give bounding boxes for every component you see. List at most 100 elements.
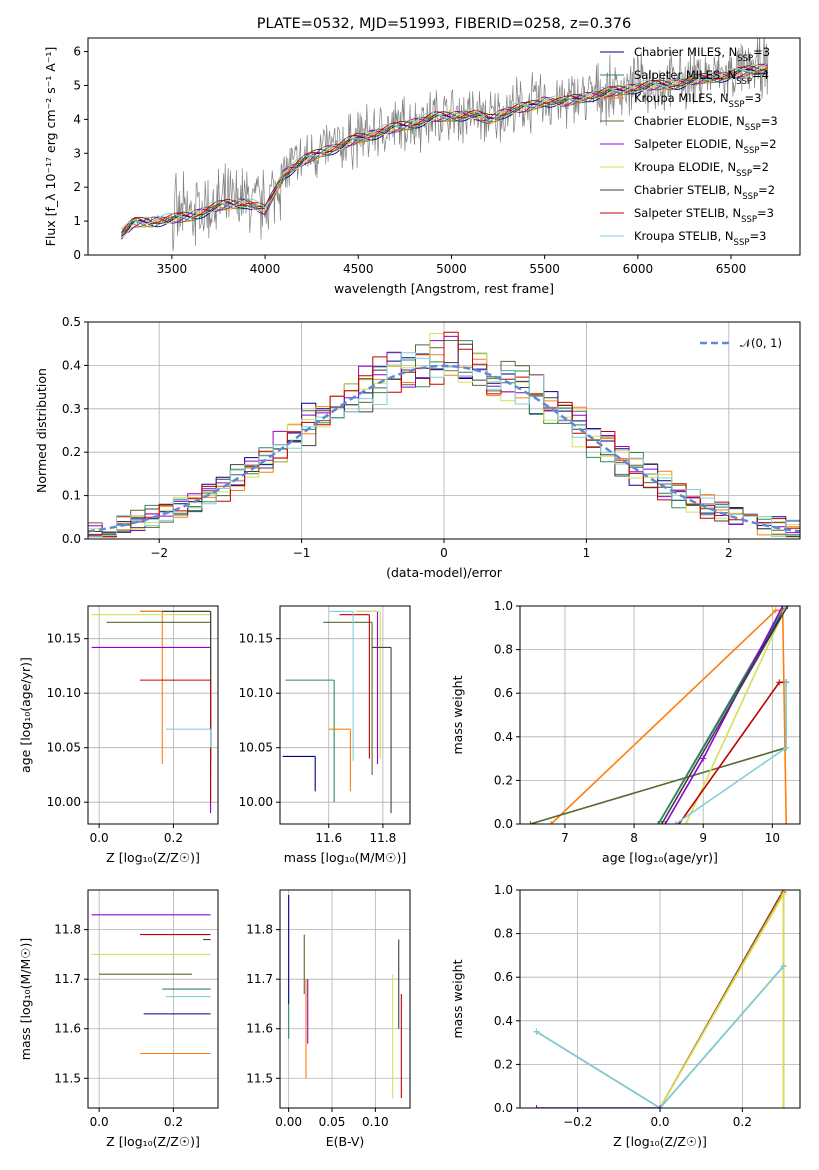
tick-label-x: 0.2 <box>164 831 183 845</box>
tick-label-y: 11.5 <box>246 1071 273 1085</box>
tick-label-x: 0.0 <box>90 831 109 845</box>
tick-label-x: 3500 <box>157 262 188 276</box>
tick-label-x: 0.2 <box>733 1115 752 1129</box>
legend-subscript: SSP <box>736 169 752 179</box>
weight-curve-5 <box>685 606 787 824</box>
axes-frame <box>279 889 411 1109</box>
tick-label-y: 11.6 <box>54 1022 81 1036</box>
tick-label-x: 7 <box>561 831 569 845</box>
tick-label-x: 4000 <box>250 262 281 276</box>
figure-title: PLATE=0532, MJD=51993, FIBERID=0258, z=0… <box>257 16 631 32</box>
tick-label-x: 8 <box>630 831 638 845</box>
panel-spectrum: 3500 4000 4500 5000 5500 6000 6500 0 1 2 3 4 5 6 wavel… <box>43 37 801 296</box>
tick-label-x: 0.05 <box>319 1115 346 1129</box>
tick-label-y: 10.15 <box>47 632 81 646</box>
panels: 3500 4000 4500 5000 5500 6000 6500 0 1 2 3 4 5 6 wavel… <box>18 37 801 1149</box>
legend-count: =3 <box>744 91 761 105</box>
panel-age-vs-mass: 11.6 11.8 10.00 10.05 10.10 10.15 mass [log₁₀(… <box>239 605 411 865</box>
plot-area <box>280 890 410 1108</box>
tick-label-y: 0.8 <box>494 927 513 941</box>
model-spectrum-8 <box>121 62 769 230</box>
legend-label-7: Salpeter STELIB, NSSP=3 <box>634 206 774 225</box>
weight-curve-6 <box>661 606 789 824</box>
axes-frame <box>87 889 219 1109</box>
tick-label-y: 0.0 <box>494 817 513 831</box>
tick-label-y: 10.00 <box>239 795 273 809</box>
panel-mass-vs-z: 0.0 0.2 11.5 11.6 11.7 11.8 Z [log₁₀(Z/Z☉)] mas… <box>18 889 219 1149</box>
plot-area <box>280 606 410 824</box>
panel-age-vs-z: 0.0 0.2 10.00 10.05 10.10 10.15 Z [log₁₀(Z/Z☉)… <box>18 605 219 865</box>
model-spectrum-7 <box>121 66 769 234</box>
legend-label-5: Kroupa ELODIE, NSSP=2 <box>634 160 769 179</box>
legend-count: =3 <box>757 206 774 220</box>
weight-curve-4 <box>536 965 785 1108</box>
legend-label-3: Chabrier ELODIE, NSSP=3 <box>634 114 778 133</box>
tick-label-y: 1.0 <box>494 883 513 897</box>
y-axis-label: mass weight <box>450 675 465 754</box>
tick-label-y: 3 <box>73 146 81 160</box>
tick-label-y: 0.4 <box>494 1014 513 1028</box>
tick-label-y: 5 <box>73 78 81 92</box>
axes-frame <box>87 37 801 256</box>
tick-label-y: 0.4 <box>494 730 513 744</box>
plot-area <box>121 38 769 252</box>
tick-label-y: 11.5 <box>54 1071 81 1085</box>
plot-area <box>88 890 218 1108</box>
tick-label-x: 0.0 <box>90 1115 109 1129</box>
tick-label-x: 4500 <box>343 262 374 276</box>
tick-label-x: 2 <box>725 546 733 560</box>
tick-label-y: 0.0 <box>62 532 81 546</box>
tick-label-y: 1.0 <box>494 599 513 613</box>
tick-label-y: 0.5 <box>62 315 81 329</box>
tick-label-x: 0.00 <box>275 1115 302 1129</box>
tick-label-y: 2 <box>73 180 81 194</box>
tick-label-x: 6500 <box>716 262 747 276</box>
legend-label-6: Chabrier STELIB, NSSP=2 <box>634 183 775 202</box>
tick-label-y: 0.4 <box>62 358 81 372</box>
legend-label-4: Salpeter ELODIE, NSSP=2 <box>634 137 777 156</box>
axes-frame <box>519 889 801 1109</box>
legend-count: =2 <box>760 137 777 151</box>
legend-count: =2 <box>758 183 775 197</box>
tick-label-y: 10.15 <box>239 632 273 646</box>
tick-label-x: 11.6 <box>315 831 342 845</box>
legend-label-0: Chabrier MILES, NSSP=3 <box>634 45 770 64</box>
legend-subscript: SSP <box>736 77 752 87</box>
tick-label-y: 0 <box>73 248 81 262</box>
tick-label-y: 0.3 <box>62 402 81 416</box>
panel-mass-vs-ebv: 0.00 0.05 0.10 11.5 11.6 11.7 11.8 E(B-V) <box>246 889 411 1149</box>
tick-label-x: 9 <box>699 831 707 845</box>
tick-label-y: 0.8 <box>494 643 513 657</box>
x-axis-label: Z [log₁₀(Z/Z☉)] <box>106 1134 200 1149</box>
histogram-8 <box>88 352 800 538</box>
weight-curve-2 <box>659 893 785 1108</box>
axes-frame <box>87 321 801 540</box>
axes-frame <box>87 605 219 825</box>
tick-label-y: 6 <box>73 45 81 59</box>
y-axis-label: mass [log₁₀(M/M☉)] <box>18 938 33 1060</box>
tick-label-y: 10.10 <box>239 686 273 700</box>
plot-area <box>520 890 800 1108</box>
plot-area <box>520 606 800 824</box>
tick-label-y: 10.05 <box>239 741 273 755</box>
tick-label-y: 11.6 <box>246 1022 273 1036</box>
weight-curve-2 <box>550 609 787 824</box>
tick-label-y: 0.2 <box>494 1057 513 1071</box>
x-axis-label: mass [log₁₀(M/M☉)] <box>284 850 406 865</box>
legend-subscript: SSP <box>745 123 761 133</box>
tick-label-x: 0.10 <box>362 1115 389 1129</box>
tick-label-x: 1 <box>583 546 591 560</box>
legend-subscript: SSP <box>734 238 750 248</box>
legend-count: =2 <box>752 160 769 174</box>
legend-subscript: SSP <box>744 146 760 156</box>
legend-count: =3 <box>749 229 766 243</box>
tick-label-y: 0.6 <box>494 970 513 984</box>
tick-label-y: 0.6 <box>494 686 513 700</box>
tick-label-y: 11.8 <box>246 923 273 937</box>
tick-label-y: 1 <box>73 214 81 228</box>
tick-label-x: 10 <box>765 831 780 845</box>
tick-label-x: 11.8 <box>370 831 397 845</box>
legend-count: =3 <box>753 45 770 59</box>
tick-label-y: 10.10 <box>47 686 81 700</box>
